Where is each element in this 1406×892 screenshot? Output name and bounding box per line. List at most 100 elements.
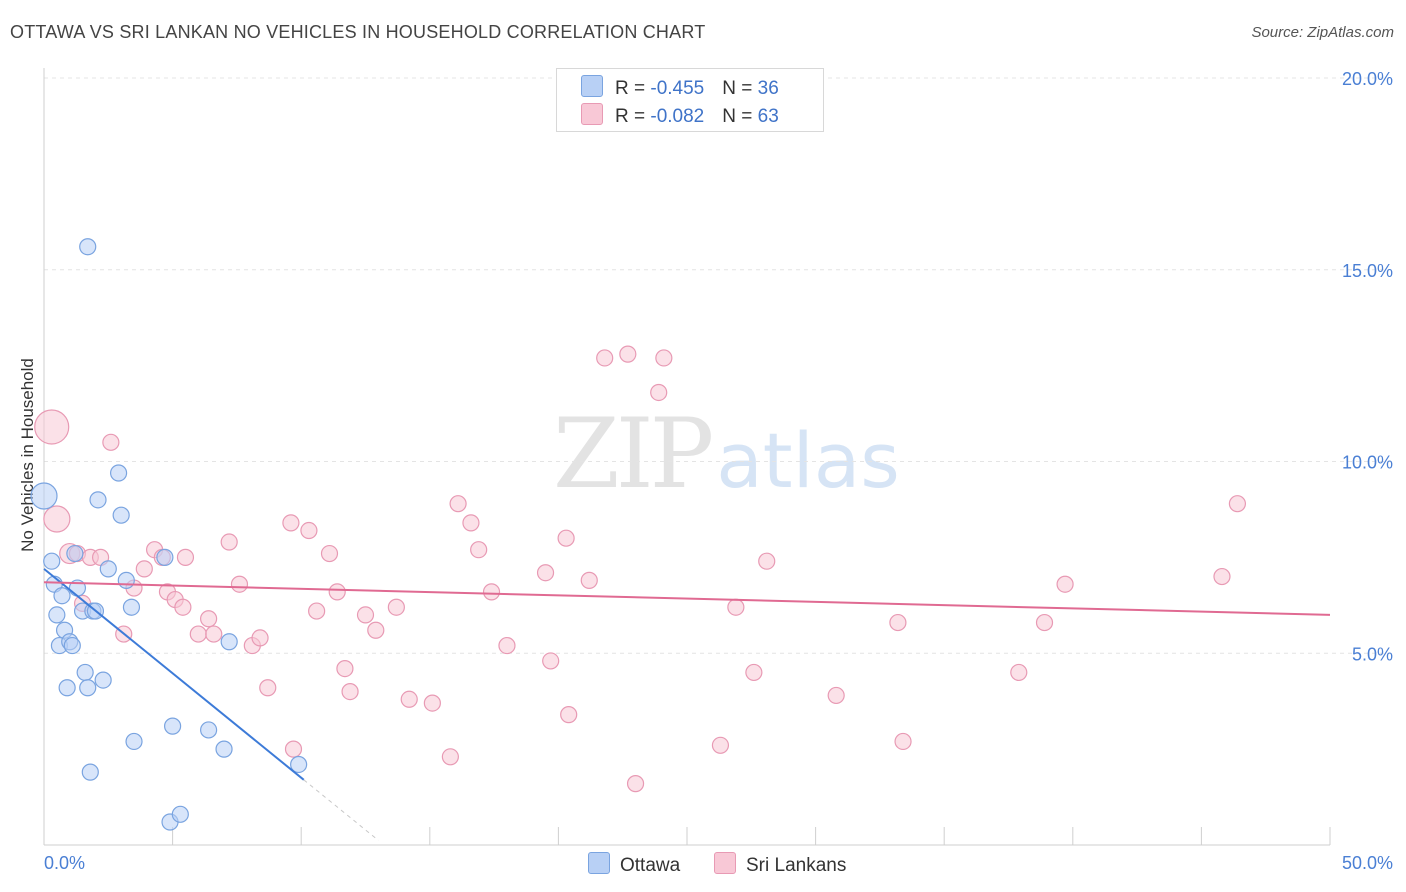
bottom-legend-label-sri-lankans: Sri Lankans [746,855,847,876]
sri-lankans-point [626,775,645,793]
sri-lankans-point [1035,613,1054,632]
sri-lankans-point [189,625,207,643]
sri-lankans-point [174,598,192,616]
series-sri-lankans [34,345,1247,793]
sri-lankans-point [400,690,418,708]
sri-lankans-point [230,575,249,593]
sri-lankans-point [482,583,501,601]
sri-lankans-point [423,694,441,712]
ottawa-point [164,717,182,735]
legend-r-label: R = [615,78,651,99]
sri-lankans-point [251,629,269,647]
sri-lankans-trend-line [43,581,1331,616]
sri-lankans-point [220,533,238,551]
ottawa-point [109,464,128,482]
sri-lankans-point [135,560,153,578]
legend-row-ottawa: R = -0.455 N = 36 [581,75,779,100]
axes [43,68,1331,846]
sri-lankans-point [711,736,730,754]
bottom-legend-swatch-sri-lankans [714,852,736,874]
ottawa-point [79,238,97,256]
sri-lankans-point [300,521,318,540]
series-ottawa [30,238,308,831]
sri-lankans-point [462,514,480,532]
sri-lankans-point [536,564,555,582]
sri-lankans-point [320,544,339,563]
ottawa-point [43,552,61,570]
ottawa-point [63,636,81,655]
sri-lankans-point [200,610,218,628]
sri-lankans-point [745,663,763,682]
sri-lankans-point [894,732,912,751]
ottawa-point [30,482,58,510]
legend-row-sri-lankans: R = -0.082 N = 63 [581,103,779,128]
bottom-legend-sri-lankans: Sri Lankans [714,852,846,877]
sri-lankans-point [387,598,405,616]
sri-lankans-point [336,659,354,678]
sri-lankans-point [34,409,70,445]
sri-lankans-point [449,495,467,513]
correlation-legend: R = -0.455 N = 36 R = -0.082 N = 63 [556,68,824,132]
watermark-atlas: atlas [716,416,900,505]
bottom-legend-ottawa: Ottawa [588,852,680,877]
sri-lankans-point [1228,495,1247,513]
ottawa-point [156,548,174,566]
ottawa-point [81,763,99,781]
watermark: ZIPatlas [553,398,900,510]
legend-swatch-sri-lankans [581,103,603,125]
ottawa-point [125,732,143,751]
ottawa-trend-line [43,568,305,781]
ottawa-point [220,633,238,651]
bottom-legend-swatch-ottawa [588,852,610,874]
bottom-legend-label-ottawa: Ottawa [620,855,681,876]
sri-lankans-point [259,679,277,697]
ottawa-point [94,671,112,689]
sri-lankans-point [619,345,637,363]
sri-lankans-point [1010,663,1028,682]
sri-lankans-point [655,349,673,367]
gridlines [44,77,1390,654]
sri-lankans-point [43,505,71,533]
ottawa-point [171,805,189,823]
ottawa-point [122,598,141,616]
sri-lankans-point [284,740,303,758]
ottawa-trend-extension [303,779,379,841]
y-tick-label: 20.0% [1342,69,1393,89]
x-tick-label: 0.0% [44,853,85,873]
sri-lankans-point [560,706,578,724]
sri-lankans-point [580,571,598,589]
x-tick-label: 50.0% [1342,853,1393,873]
ottawa-point [76,663,94,682]
ottawa-point [48,606,66,624]
sri-lankans-point [341,682,359,701]
source-label: Source: ZipAtlas.com [1251,24,1394,41]
legend-r-label: R = [615,106,651,127]
ottawa-point [215,740,233,758]
legend-swatch-ottawa [581,75,603,97]
legend-n-value: 36 [757,78,779,99]
sri-lankans-point [205,625,223,643]
sri-lankans-point [596,349,614,367]
sri-lankans-point [557,529,575,547]
sri-lankans-point [102,433,120,451]
legend-r-value: -0.455 [650,78,705,99]
sri-lankans-point [308,602,326,620]
sri-lankans-point [498,636,516,655]
sri-lankans-point [727,598,745,616]
y-tick-label: 10.0% [1342,453,1393,473]
sri-lankans-point [282,514,300,532]
legend-n-value: 63 [757,106,779,127]
ottawa-point [200,721,218,739]
sri-lankans-point [441,748,459,766]
sri-lankans-point [758,552,776,570]
legend-r-value: -0.082 [650,106,705,127]
legend-n-label: N = [722,106,758,127]
sri-lankans-point [889,613,907,632]
y-tick-label: 5.0% [1352,644,1393,664]
tick-labels: 5.0% 10.0% 15.0% 20.0% 0.0% 50.0% [44,69,1393,873]
ottawa-point [53,587,71,605]
ottawa-point [58,679,76,697]
sri-lankans-point [1213,567,1231,586]
ottawa-point [112,506,130,524]
